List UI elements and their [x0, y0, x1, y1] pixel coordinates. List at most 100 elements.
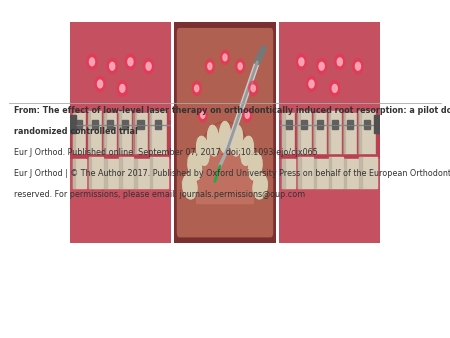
- Ellipse shape: [236, 59, 245, 73]
- Ellipse shape: [231, 125, 243, 156]
- Ellipse shape: [192, 81, 201, 96]
- Bar: [374, 115, 380, 132]
- Ellipse shape: [243, 108, 252, 122]
- Ellipse shape: [356, 63, 360, 70]
- Ellipse shape: [343, 108, 356, 122]
- Ellipse shape: [107, 58, 117, 74]
- Bar: [148, 111, 151, 152]
- Bar: [70, 22, 171, 119]
- Ellipse shape: [253, 174, 267, 199]
- Ellipse shape: [241, 137, 253, 165]
- Bar: [134, 113, 148, 152]
- Bar: [103, 113, 106, 152]
- Bar: [135, 159, 148, 188]
- Ellipse shape: [299, 58, 304, 66]
- Ellipse shape: [110, 63, 115, 70]
- Ellipse shape: [306, 76, 316, 92]
- Ellipse shape: [251, 85, 255, 92]
- Bar: [155, 120, 161, 129]
- Ellipse shape: [87, 108, 100, 122]
- Bar: [357, 113, 358, 152]
- Bar: [298, 157, 312, 188]
- Bar: [344, 159, 346, 188]
- Bar: [89, 157, 103, 188]
- Bar: [358, 111, 360, 152]
- Bar: [359, 157, 361, 188]
- Ellipse shape: [328, 108, 341, 122]
- Ellipse shape: [103, 108, 116, 122]
- Ellipse shape: [248, 153, 262, 180]
- Ellipse shape: [220, 50, 230, 65]
- Bar: [282, 159, 295, 188]
- Ellipse shape: [312, 108, 325, 122]
- Bar: [89, 157, 91, 188]
- Bar: [73, 159, 75, 188]
- Bar: [279, 22, 380, 119]
- Text: reserved. For permissions, please email: journals.permissions@oup.com: reserved. For permissions, please email:…: [14, 190, 305, 199]
- Bar: [279, 159, 380, 243]
- Bar: [117, 113, 118, 152]
- Ellipse shape: [335, 54, 345, 70]
- Bar: [282, 113, 295, 152]
- Bar: [138, 120, 144, 129]
- Ellipse shape: [207, 125, 219, 156]
- Bar: [328, 157, 343, 188]
- Ellipse shape: [118, 108, 131, 122]
- Ellipse shape: [220, 122, 230, 152]
- Ellipse shape: [144, 58, 153, 74]
- Ellipse shape: [198, 138, 206, 163]
- Bar: [104, 159, 118, 188]
- Ellipse shape: [242, 138, 251, 163]
- Bar: [344, 159, 358, 188]
- Bar: [295, 113, 297, 152]
- Text: Eur J Orthod | © The Author 2017. Published by Oxford University Press on behalf: Eur J Orthod | © The Author 2017. Publis…: [14, 169, 450, 178]
- Bar: [148, 113, 149, 152]
- Bar: [88, 111, 102, 152]
- Bar: [364, 120, 370, 129]
- Ellipse shape: [195, 85, 199, 92]
- Bar: [282, 113, 285, 152]
- Ellipse shape: [297, 54, 306, 70]
- Ellipse shape: [359, 108, 372, 122]
- Ellipse shape: [252, 181, 266, 191]
- Ellipse shape: [332, 84, 338, 92]
- Ellipse shape: [188, 153, 202, 180]
- Bar: [92, 120, 98, 129]
- Ellipse shape: [297, 108, 310, 122]
- Bar: [359, 157, 377, 188]
- Bar: [328, 111, 330, 152]
- Bar: [104, 159, 107, 188]
- Bar: [73, 113, 75, 152]
- Ellipse shape: [210, 126, 215, 155]
- Ellipse shape: [248, 158, 260, 176]
- Bar: [342, 111, 343, 152]
- Ellipse shape: [223, 54, 227, 61]
- Bar: [149, 157, 168, 188]
- Ellipse shape: [231, 125, 243, 156]
- Ellipse shape: [205, 59, 214, 73]
- Text: randomized controlled trial: randomized controlled trial: [14, 127, 137, 137]
- Ellipse shape: [208, 63, 212, 70]
- Ellipse shape: [198, 108, 207, 122]
- Ellipse shape: [330, 81, 340, 96]
- Ellipse shape: [316, 58, 327, 74]
- Bar: [311, 111, 313, 152]
- Ellipse shape: [71, 108, 85, 122]
- FancyBboxPatch shape: [177, 29, 273, 237]
- Ellipse shape: [188, 158, 200, 176]
- Bar: [358, 111, 376, 152]
- Ellipse shape: [90, 58, 94, 66]
- Ellipse shape: [149, 108, 163, 122]
- Bar: [102, 111, 104, 152]
- Ellipse shape: [120, 84, 125, 92]
- Bar: [149, 157, 152, 188]
- Bar: [135, 159, 137, 188]
- Wedge shape: [197, 142, 253, 203]
- Bar: [376, 111, 378, 152]
- Bar: [167, 111, 168, 152]
- Ellipse shape: [117, 81, 127, 96]
- Bar: [343, 113, 345, 152]
- Ellipse shape: [281, 108, 294, 122]
- Bar: [328, 111, 342, 152]
- Bar: [132, 111, 134, 152]
